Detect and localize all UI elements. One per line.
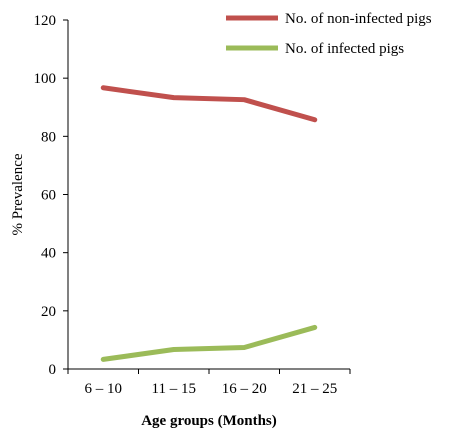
series-line-2 [100, 324, 318, 362]
x-axis-title: Age groups (Months) [141, 413, 277, 429]
x-tick-label: 11 – 15 [152, 381, 196, 397]
x-ticks: 6 – 10 11 – 15 16 – 20 21 – 25 [67, 369, 351, 397]
y-tick-label: 80 [41, 129, 56, 145]
x-tick-label: 21 – 25 [292, 381, 337, 397]
y-tick-label: 20 [41, 304, 56, 320]
x-tick-label: 6 – 10 [85, 381, 123, 397]
y-axis-title: % Prevalence [10, 153, 26, 235]
y-tick-label: 40 [41, 246, 56, 262]
y-ticks: 0 20 40 60 80 100 120 [34, 13, 68, 378]
axes: 0 20 40 60 80 100 120 6 – 10 11 – 15 16 – 20 21 –… [34, 13, 351, 397]
series-layer [100, 85, 318, 362]
y-tick-label: 60 [41, 188, 56, 204]
legend: No. of non-infected pigs No. of infected … [226, 11, 432, 57]
legend-label: No. of infected pigs [285, 41, 404, 57]
y-tick-label: 100 [34, 71, 57, 87]
series-line-1 [100, 85, 318, 123]
legend-label: No. of non-infected pigs [285, 11, 432, 27]
y-tick-label: 0 [49, 362, 57, 378]
y-tick-label: 120 [34, 13, 57, 29]
x-tick-label: 16 – 20 [222, 381, 267, 397]
